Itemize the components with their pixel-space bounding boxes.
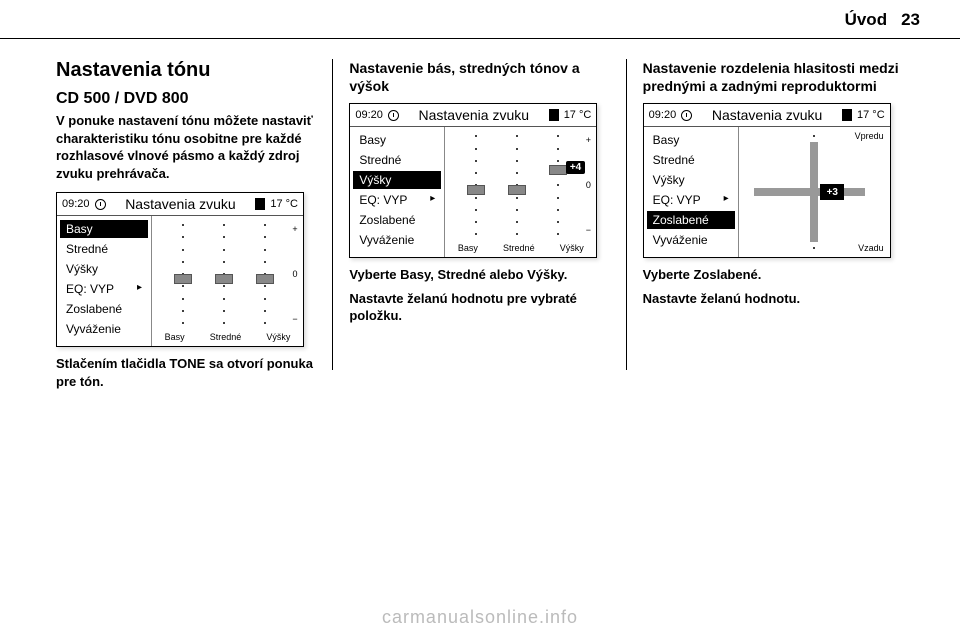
slider-track[interactable]: +4 [547,135,569,235]
slider-track[interactable] [213,224,235,324]
menu-item[interactable]: Zoslabené [60,300,148,318]
axis-label: Stredné [210,332,242,342]
watermark: carmanualsonline.info [0,607,960,628]
column-3: Nastavenie rozdelenia hlasitosti medzi p… [627,59,920,390]
section-title: Nastavenia tónu [56,59,317,82]
menu-item[interactable]: Stredné [60,240,148,258]
column-1: Nastavenia tónu CD 500 / DVD 800 V ponuk… [40,59,333,390]
scr-time: 09:20 [62,198,90,210]
scr-temp: 17 °C [564,109,592,121]
menu-item[interactable]: EQ: VYP▸ [647,191,735,209]
scr-time: 09:20 [649,109,677,121]
header-title: Úvod [845,10,888,30]
caption-1: Stlačením tlačidla TONE sa otvorí ponuka… [56,355,317,390]
menu-item[interactable]: Výšky [60,260,148,278]
screenshot-2: 09:20 Nastavenia zvuku 17 °C Basy Stredné… [349,103,597,258]
slider-track[interactable] [506,135,528,235]
column-2: Nastavenie bás, stredných tónov a výšok … [333,59,626,390]
menu-item[interactable]: Stredné [647,151,735,169]
menu-item[interactable]: Vyváženie [353,231,441,249]
scale-mark: 0 [586,180,591,190]
scr-title: Nastavenia zvuku [111,196,251,212]
scr-title: Nastavenia zvuku [697,107,837,123]
menu-item[interactable]: Basy [60,220,148,238]
scr-time: 09:20 [355,109,383,121]
heading-2: Nastavenie bás, stredných tónov a výšok [349,59,610,95]
menu-item[interactable]: EQ: VYP▸ [60,280,148,298]
scr-menu: Basy Stredné Výšky EQ: VYP▸ Zoslabené Vyvážen… [57,216,152,346]
chevron-right-icon: ▸ [430,193,435,204]
col2-line2: Nastavte želanú hodnotu pre vybraté polo… [349,290,610,325]
screenshot-1: 09:20 Nastavenia zvuku 17 °C Basy Stredné… [56,192,304,347]
slider-handle[interactable] [467,185,485,195]
scale-mark: + [586,135,591,145]
eq-chart: +0 − Basy Stredné Výšky [152,216,303,346]
menu-item[interactable]: Zoslabené [353,211,441,229]
scr-temp: 17 °C [857,109,885,121]
axis-label: Výšky [266,332,290,342]
clock-icon [388,110,399,121]
slider-handle[interactable] [215,274,233,284]
scale-mark: 0 [292,269,297,279]
slider-handle[interactable] [508,185,526,195]
col3-line1: Vyberte Zoslabené. [643,266,904,284]
menu-item[interactable]: EQ: VYP▸ [353,191,441,209]
menu-item[interactable]: Vyváženie [647,231,735,249]
slider-track[interactable] [254,224,276,324]
chevron-right-icon: ▸ [137,282,142,293]
fader-area[interactable]: Vpredu Vzadu +3 [739,127,890,257]
axis-label: Basy [458,243,478,253]
menu-item[interactable]: Výšky [647,171,735,189]
scale-mark: + [292,224,297,234]
menu-item[interactable]: Basy [647,131,735,149]
menu-item[interactable]: Zoslabené [647,211,735,229]
scale-mark: − [292,314,297,324]
fader-label-rear: Vzadu [858,243,884,253]
axis-label: Basy [165,332,185,342]
menu-item[interactable]: Basy [353,131,441,149]
slider-handle[interactable] [174,274,192,284]
screenshot-3: 09:20 Nastavenia zvuku 17 °C Basy Stredné… [643,103,891,258]
header-page: 23 [901,10,920,30]
menu-item[interactable]: Výšky [353,171,441,189]
heading-3: Nastavenie rozdelenia hlasitosti medzi p… [643,59,904,95]
axis-label: Stredné [503,243,535,253]
fader-knob[interactable]: +3 [820,184,844,200]
temp-icon [549,109,559,121]
slider-handle[interactable] [549,165,567,175]
scr-menu: Basy Stredné Výšky EQ: VYP▸ Zoslabené Vyvážen… [644,127,739,257]
eq-chart: +4 +0 − Basy Stredné Výšky [445,127,596,257]
scr-menu: Basy Stredné Výšky EQ: VYP▸ Zoslabené Vyvážen… [350,127,445,257]
col2-line1: Vyberte Basy, Stredné alebo Výšky. [349,266,610,284]
scr-title: Nastavenia zvuku [404,107,544,123]
intro-text: V ponuke nastavení tónu môžete nastaviť … [56,112,317,182]
slider-track[interactable] [465,135,487,235]
page-header: Úvod 23 [0,0,960,39]
slider-track[interactable] [172,224,194,324]
subtitle: CD 500 / DVD 800 [56,90,317,108]
scale-mark: − [586,225,591,235]
clock-icon [95,199,106,210]
fader-label-front: Vpredu [855,131,884,141]
fader-horizontal-bar [754,188,865,196]
axis-label: Výšky [560,243,584,253]
col3-line2: Nastavte želanú hodnotu. [643,290,904,308]
scr-temp: 17 °C [270,198,298,210]
clock-icon [681,110,692,121]
temp-icon [255,198,265,210]
temp-icon [842,109,852,121]
menu-item[interactable]: Stredné [353,151,441,169]
slider-handle[interactable] [256,274,274,284]
chevron-right-icon: ▸ [724,193,729,204]
content-columns: Nastavenia tónu CD 500 / DVD 800 V ponuk… [0,39,960,390]
menu-item[interactable]: Vyváženie [60,320,148,338]
